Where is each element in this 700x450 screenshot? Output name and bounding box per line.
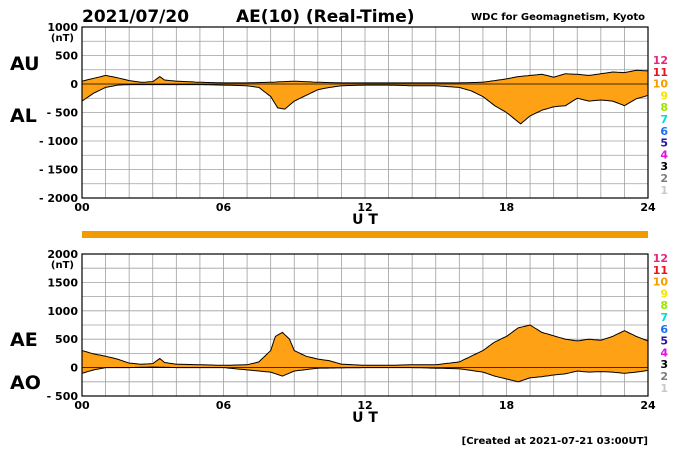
y-tick-label: - 500	[47, 390, 79, 403]
x-tick-label: 18	[499, 399, 514, 412]
y-tick-label: 0	[70, 78, 78, 91]
x-tick-label: 00	[74, 399, 90, 412]
index-label-ao: AO	[10, 372, 41, 394]
y-tick-label: 1000	[47, 21, 78, 34]
legend-item: 10	[653, 276, 669, 289]
legend-item: 4	[660, 346, 668, 359]
legend-item: 1	[660, 382, 668, 395]
y-tick-label: - 500	[47, 107, 79, 120]
chart-title: AE(10) (Real-Time)	[236, 7, 415, 27]
x-axis-label: U T	[352, 410, 378, 426]
legend-item: 2	[660, 370, 668, 383]
legend-item: 7	[660, 113, 668, 126]
legend-item: 4	[660, 148, 668, 161]
legend-item: 9	[660, 89, 668, 102]
x-tick-label: 00	[74, 201, 90, 214]
legend-item: 6	[660, 125, 668, 138]
legend-item: 5	[660, 137, 668, 150]
y-tick-label: 500	[55, 333, 78, 346]
x-tick-label: 06	[216, 201, 232, 214]
data-quality-bar	[82, 231, 648, 238]
index-label-ae: AE	[10, 329, 38, 351]
x-tick-label: 24	[640, 201, 656, 214]
x-tick-label: 06	[216, 399, 232, 412]
legend-item: 8	[660, 299, 668, 312]
legend-item: 7	[660, 311, 668, 324]
x-axis-label: U T	[352, 212, 378, 228]
ae-ao-panel: 2000 1500 1000 500 0 - 500 (nT) 00 06 12 18 24 U T AE…	[10, 248, 656, 426]
legend-item: 1	[660, 184, 668, 197]
plot-frame	[81, 253, 649, 397]
date-title: 2021/07/20	[82, 7, 189, 27]
legend-item: 12	[653, 252, 668, 265]
x-tick-label: 12	[357, 201, 372, 214]
created-footnote: [Created at 2021-07-21 03:00UT]	[462, 436, 648, 447]
legend-item: 12	[653, 54, 668, 67]
y-tick-label: - 1000	[39, 135, 78, 148]
legend-item: 9	[660, 287, 668, 300]
x-tick-label: 24	[640, 399, 656, 412]
legend-item: 5	[660, 335, 668, 348]
y-tick-label: 500	[55, 50, 78, 63]
legend-item: 3	[660, 160, 668, 173]
y-tick-label: - 2000	[39, 192, 78, 205]
organization-label: WDC for Geomagnetism, Kyoto	[471, 12, 645, 23]
series-line-ae	[81, 324, 649, 366]
y-tick-label: - 1500	[39, 164, 78, 177]
plot-frame	[81, 26, 649, 199]
y-tick-label: 1500	[47, 276, 78, 289]
y-tick-label: 2000	[47, 248, 78, 261]
legend-item: 3	[660, 358, 668, 371]
series-line-au	[81, 69, 649, 84]
legend-item: 11	[653, 264, 668, 277]
x-tick-label: 12	[357, 399, 372, 412]
index-label-au: AU	[10, 53, 40, 75]
series-line-al	[81, 84, 649, 125]
legend-item: 11	[653, 66, 668, 79]
legend-item: 10	[653, 78, 669, 91]
legend-item: 6	[660, 323, 668, 336]
y-tick-label: 1000	[47, 305, 78, 318]
au-al-panel: 1000 500 0 - 500 - 1000 - 1500 - 2000 (nT) 00 06 1…	[10, 21, 656, 228]
y-tick-label: 0	[70, 362, 78, 375]
unit-label: (nT)	[51, 33, 74, 44]
unit-label: (nT)	[51, 260, 74, 271]
x-tick-label: 18	[499, 201, 514, 214]
index-label-al: AL	[10, 105, 37, 127]
legend-item: 8	[660, 101, 668, 114]
legend-item: 2	[660, 172, 668, 185]
